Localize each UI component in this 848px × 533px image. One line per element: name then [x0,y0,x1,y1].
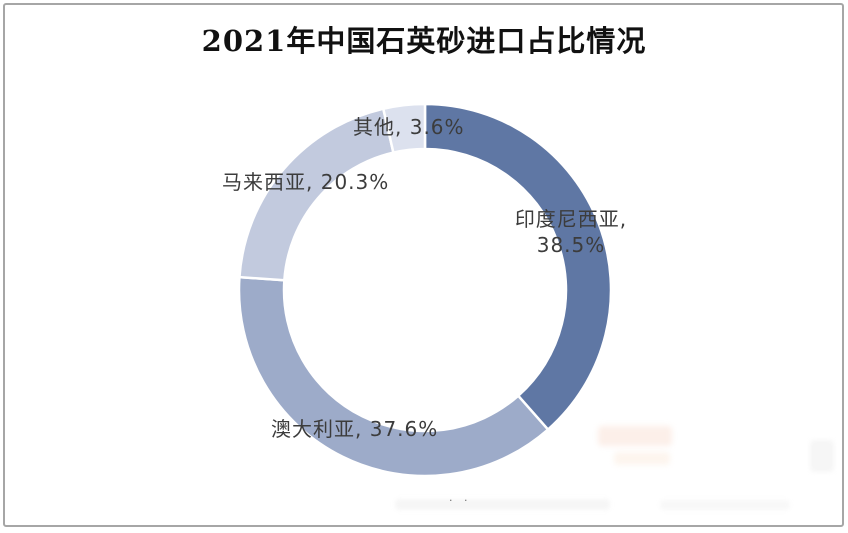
slice-label-indonesia: 印度尼西亚, 38.5% [503,206,639,258]
chart-title: 2021年中国石英砂进口占比情况 [201,24,647,58]
footer-marks: · · [449,494,472,507]
slice-label-indonesia-name: 印度尼西亚, [514,207,628,231]
donut-slice-other [382,102,427,154]
slice-label-indonesia-value: 38.5% [536,233,606,257]
donut-slice-australia [237,275,550,478]
slice-label-other: 其他, 3.6% [353,115,465,139]
slice-label-malaysia: 马来西亚, 20.3% [222,170,390,194]
slice-label-australia: 澳大利亚, 37.6% [271,417,439,441]
donut-slice-indonesia [423,102,613,431]
